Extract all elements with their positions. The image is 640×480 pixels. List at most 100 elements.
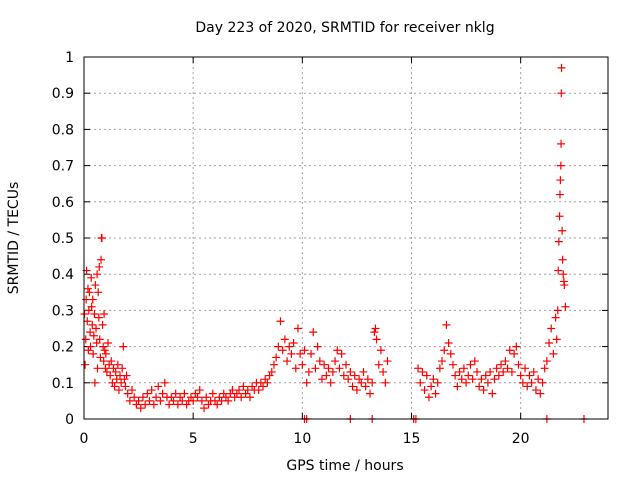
data-point [171, 389, 180, 398]
data-point [101, 349, 110, 358]
data-point [160, 378, 169, 387]
data-point [429, 375, 438, 384]
data-point [193, 393, 202, 402]
data-point [239, 382, 248, 391]
data-point [422, 371, 431, 380]
data-point [542, 357, 551, 366]
data-point [261, 375, 270, 384]
data-point [331, 357, 340, 366]
data-point [507, 367, 516, 376]
data-point [475, 382, 484, 391]
data-point [87, 302, 96, 311]
data-point [287, 349, 296, 358]
data-point [202, 393, 211, 402]
data-point [94, 313, 103, 322]
data-point [322, 371, 331, 380]
data-point [462, 378, 471, 387]
data-point [464, 371, 473, 380]
data-point [182, 400, 191, 409]
data-point [248, 382, 257, 391]
data-point [512, 342, 521, 351]
data-point [99, 342, 108, 351]
data-point [381, 378, 390, 387]
data-point [280, 335, 289, 344]
data-point [274, 342, 283, 351]
data-point [547, 324, 556, 333]
data-point [97, 255, 106, 264]
data-point [259, 382, 268, 391]
data-point [95, 335, 104, 344]
data-point [173, 400, 182, 409]
data-point [90, 310, 99, 319]
data-point [523, 382, 532, 391]
data-point [370, 328, 379, 337]
data-point [132, 400, 141, 409]
data-point [123, 389, 132, 398]
data-point [152, 393, 161, 402]
data-point [414, 364, 423, 373]
data-point [296, 349, 305, 358]
data-point [453, 382, 462, 391]
data-point [89, 349, 98, 358]
data-point [551, 313, 560, 322]
data-point [359, 367, 368, 376]
x-tick-label: 15 [403, 431, 421, 447]
data-point [117, 378, 126, 387]
data-point [285, 342, 294, 351]
data-point [470, 357, 479, 366]
data-point [557, 89, 566, 98]
data-point [109, 364, 118, 373]
data-point [557, 139, 566, 148]
data-point [497, 360, 506, 369]
data-point [518, 378, 527, 387]
y-tick-label: 0.5 [52, 231, 74, 247]
data-point [516, 371, 525, 380]
y-tick-label: 0.8 [52, 122, 74, 138]
data-point [320, 360, 329, 369]
data-point [283, 357, 292, 366]
data-point [534, 375, 543, 384]
data-point [298, 360, 307, 369]
data-point [104, 338, 113, 347]
data-point [136, 404, 145, 413]
data-point [554, 237, 563, 246]
y-tick-label: 0.3 [52, 303, 74, 319]
data-point [221, 393, 230, 402]
data-point [89, 331, 98, 340]
data-point [189, 396, 198, 405]
data-point [555, 190, 564, 199]
y-tick-label: 0.6 [52, 195, 74, 211]
data-point [552, 335, 561, 344]
data-point [101, 364, 110, 373]
data-point [307, 349, 316, 358]
data-point [87, 273, 96, 282]
data-point [446, 349, 455, 358]
data-point [95, 262, 104, 271]
data-point [112, 375, 121, 384]
x-tick-label: 20 [512, 431, 530, 447]
data-point [503, 364, 512, 373]
data-point [106, 371, 115, 380]
data-point [147, 386, 156, 395]
data-point [468, 375, 477, 384]
y-tick-label: 1 [65, 50, 74, 66]
data-point [558, 226, 567, 235]
x-tick-label: 0 [80, 431, 89, 447]
y-tick-label: 0.7 [52, 159, 74, 175]
data-point [521, 364, 530, 373]
data-point [138, 393, 147, 402]
data-point [490, 375, 499, 384]
data-point [208, 389, 217, 398]
data-point [165, 400, 174, 409]
data-point [376, 346, 385, 355]
chart-title: Day 223 of 2020, SRMTID for receiver nkl… [195, 20, 494, 36]
data-point [451, 371, 460, 380]
data-point [335, 364, 344, 373]
data-point [118, 364, 127, 373]
data-point [438, 357, 447, 366]
data-point [300, 346, 309, 355]
data-point [213, 400, 222, 409]
data-point [328, 367, 337, 376]
y-axis-label: SRMTID / TECUs [6, 182, 22, 295]
